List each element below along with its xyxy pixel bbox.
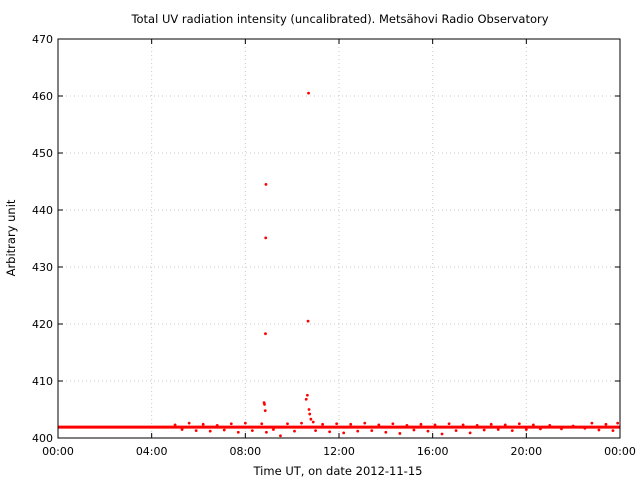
data-point	[264, 332, 267, 336]
data-point	[433, 423, 437, 427]
data-point	[349, 422, 353, 426]
data-point	[286, 422, 289, 426]
data-point	[489, 422, 493, 426]
data-point	[447, 422, 451, 426]
data-point	[307, 408, 311, 411]
x-tick-label: 20:00	[510, 445, 542, 458]
data-point	[305, 393, 309, 397]
data-point	[590, 421, 594, 425]
data-point	[548, 424, 552, 427]
data-point	[265, 430, 268, 434]
data-point	[236, 430, 240, 434]
data-point	[342, 431, 346, 435]
data-point	[328, 430, 332, 434]
data-point	[264, 236, 268, 240]
y-tick-label: 450	[32, 147, 53, 160]
data-point	[306, 319, 310, 323]
data-point	[503, 423, 507, 427]
data-point	[370, 429, 374, 432]
x-tick-label: 00:00	[604, 445, 636, 458]
data-point	[538, 427, 542, 431]
y-tick-label: 470	[32, 33, 53, 46]
data-point	[222, 428, 226, 432]
data-point	[391, 422, 395, 426]
x-tick-label: 12:00	[323, 445, 355, 458]
data-point	[597, 428, 601, 432]
data-point	[272, 428, 275, 431]
data-point	[384, 430, 388, 434]
data-point	[517, 422, 521, 426]
data-point	[356, 429, 360, 433]
x-tick-label: 16:00	[417, 445, 449, 458]
data-point	[173, 423, 177, 427]
data-point	[510, 429, 514, 432]
data-point	[454, 429, 458, 432]
y-tick-label: 430	[32, 261, 53, 274]
data-point	[215, 424, 219, 427]
y-tick-label: 410	[32, 375, 53, 388]
data-point	[419, 422, 423, 426]
data-point	[426, 429, 430, 433]
data-point	[560, 427, 563, 431]
x-axis: 00:00 04:00 08:00 12:00 16:00 20:00 00:00	[42, 39, 636, 458]
data-point	[180, 428, 184, 431]
data-point	[187, 421, 191, 425]
data-point	[468, 431, 472, 435]
data-point	[583, 426, 587, 430]
data-point	[309, 417, 313, 421]
data-point	[314, 429, 317, 432]
data-point	[300, 421, 303, 425]
data-point	[412, 428, 416, 432]
data-point	[194, 429, 198, 432]
data-point	[263, 409, 267, 413]
data-point	[335, 422, 339, 426]
data-point	[524, 428, 528, 431]
data-point	[571, 424, 575, 428]
data-point	[496, 428, 500, 431]
y-axis: 400 410 420 430 440 450 460 470	[32, 33, 620, 445]
data-point	[440, 432, 444, 436]
y-tick-label: 420	[32, 318, 53, 331]
data-point	[405, 424, 409, 427]
data-point	[229, 422, 233, 426]
data-point	[208, 429, 212, 433]
x-tick-label: 00:00	[42, 445, 74, 458]
data-point	[263, 402, 266, 406]
data-point	[311, 420, 315, 424]
data-points	[173, 91, 620, 438]
data-point	[264, 182, 268, 186]
data-point	[616, 421, 620, 425]
data-point	[304, 397, 308, 401]
data-point	[293, 429, 296, 433]
y-tick-label: 440	[32, 204, 53, 217]
data-point	[377, 423, 381, 427]
data-point	[363, 421, 367, 425]
data-point	[243, 421, 247, 425]
y-axis-label: Arbitrary unit	[4, 199, 18, 276]
x-tick-label: 04:00	[136, 445, 168, 458]
data-point	[531, 423, 535, 427]
x-tick-label: 08:00	[229, 445, 261, 458]
data-point	[260, 422, 264, 426]
data-point	[321, 422, 325, 426]
data-point	[604, 422, 608, 426]
y-tick-label: 460	[32, 90, 53, 103]
data-point	[308, 412, 312, 416]
grid	[58, 39, 620, 438]
data-point	[475, 424, 479, 427]
data-point	[611, 429, 615, 432]
data-point	[279, 434, 282, 438]
data-point	[250, 429, 254, 432]
y-tick-label: 400	[32, 432, 53, 445]
data-point	[461, 423, 465, 427]
data-point	[201, 422, 205, 426]
x-axis-label: Time UT, on date 2012-11-15	[253, 464, 423, 478]
data-point	[482, 428, 486, 432]
data-point	[307, 91, 310, 95]
chart-title: Total UV radiation intensity (uncalibrat…	[130, 12, 548, 26]
data-point	[398, 432, 402, 435]
